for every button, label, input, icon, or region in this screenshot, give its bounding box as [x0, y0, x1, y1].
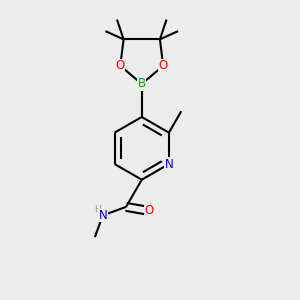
- Text: N: N: [164, 158, 173, 170]
- Text: H: H: [94, 205, 101, 214]
- Text: B: B: [138, 77, 146, 91]
- Text: O: O: [116, 59, 125, 72]
- Text: O: O: [144, 204, 153, 218]
- Text: O: O: [159, 59, 168, 72]
- Text: N: N: [98, 209, 107, 222]
